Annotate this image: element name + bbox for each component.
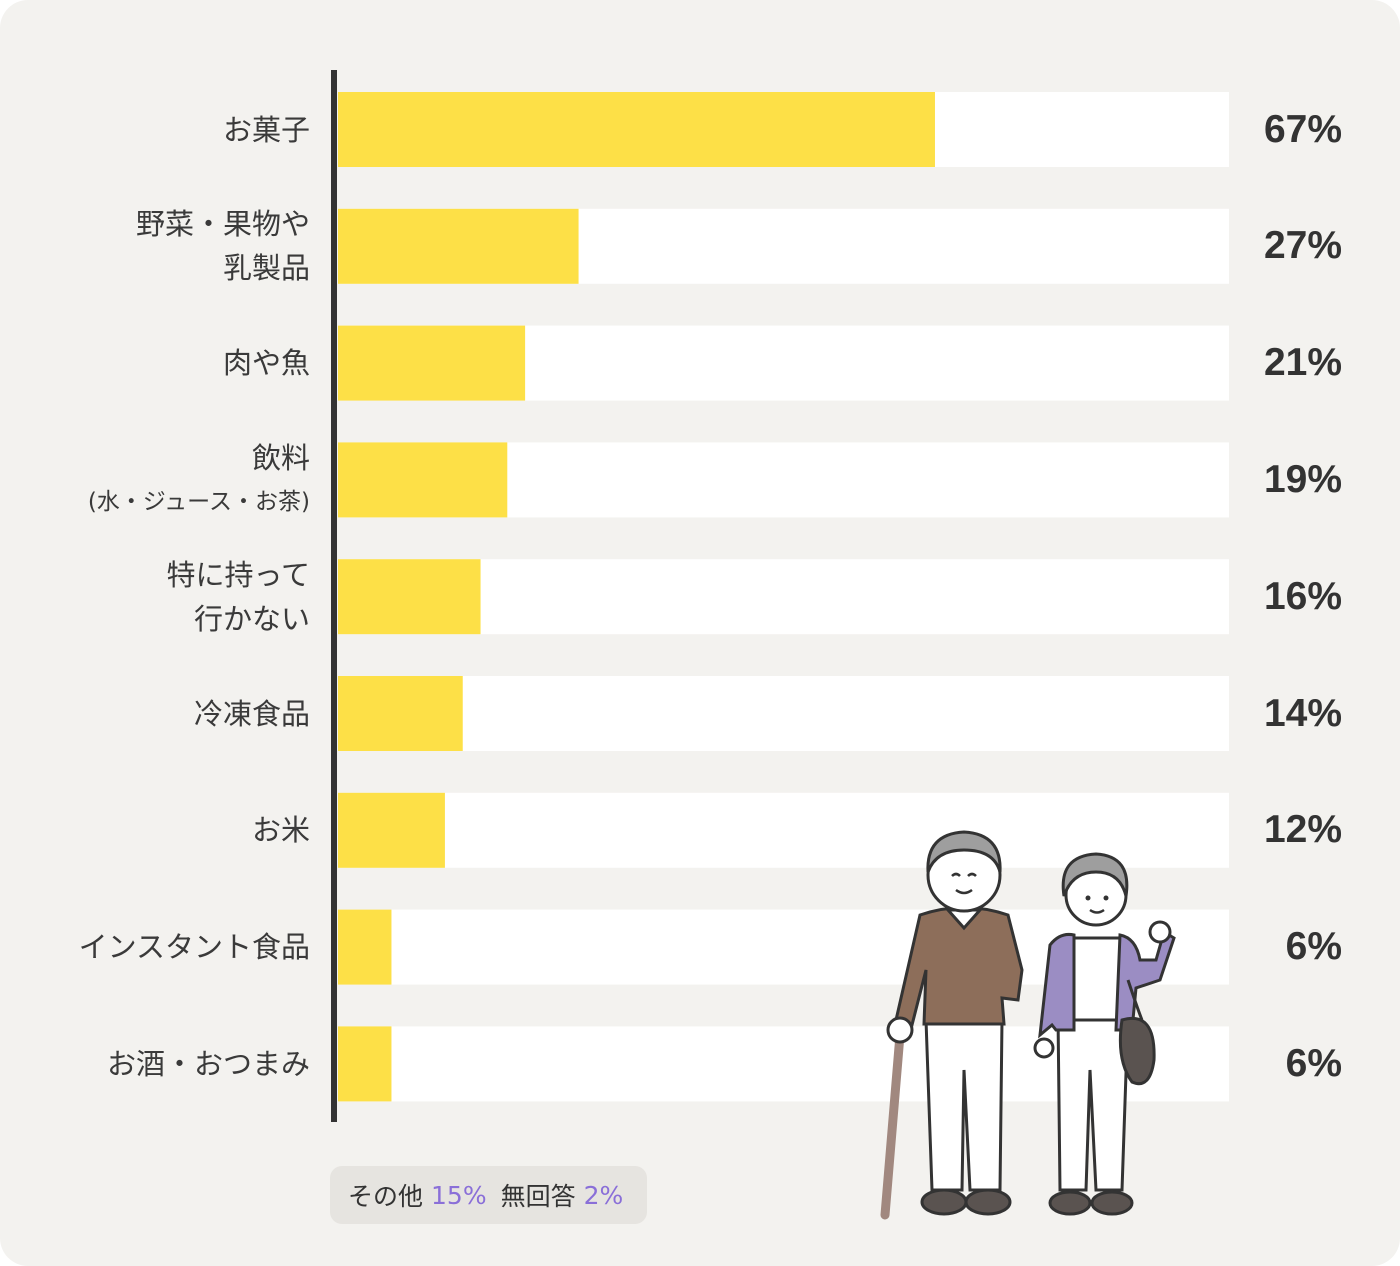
bar-track — [338, 676, 1229, 751]
category-label-line: 肉や魚 — [222, 346, 310, 381]
category-label: お酒・おつまみ — [10, 1042, 310, 1086]
category-label: お菓子 — [10, 108, 310, 152]
category-label-line: お菓子 — [222, 112, 310, 147]
category-label: インスタント食品 — [10, 925, 310, 969]
bar — [338, 325, 526, 401]
category-label-line: 野菜・果物や — [135, 207, 310, 242]
value-label: 27% — [1263, 224, 1342, 268]
bar — [338, 792, 445, 868]
bar — [338, 559, 481, 635]
value-label: 67% — [1263, 107, 1342, 151]
bar — [338, 208, 579, 284]
bar — [338, 1026, 392, 1102]
bar — [338, 676, 463, 751]
elderly-couple-icon — [880, 830, 1176, 1220]
value-label: 12% — [1263, 808, 1342, 852]
value-label: 14% — [1263, 691, 1342, 735]
category-label-line: インスタント食品 — [78, 930, 310, 965]
category-label-line: お米 — [251, 813, 310, 848]
bar — [338, 442, 508, 518]
category-label-line: 冷凍食品 — [193, 696, 310, 731]
bar-track — [338, 559, 1229, 635]
note-other-label: その他 — [348, 1182, 424, 1211]
category-label: 特に持って行かない — [10, 553, 310, 641]
note-other-value: 15% — [431, 1180, 487, 1210]
category-label-line: お酒・おつまみ — [106, 1046, 310, 1081]
category-label: 飲料 (水・ジュース・お茶) — [10, 436, 310, 524]
value-label: 21% — [1263, 341, 1342, 385]
bar — [338, 909, 392, 985]
bar-track — [338, 792, 1229, 868]
value-label: 16% — [1263, 574, 1342, 618]
category-label-line: 特に持って — [166, 557, 310, 592]
value-label: 6% — [1285, 1041, 1342, 1085]
note-box: その他 15% 無回答 2% — [330, 1166, 648, 1224]
category-label: お米 — [10, 808, 310, 852]
category-label: 冷凍食品 — [10, 692, 310, 736]
category-label: 肉や魚 — [10, 341, 310, 385]
note-noanswer-label: 無回答 — [500, 1182, 576, 1211]
category-label: 野菜・果物や乳製品 — [10, 202, 310, 290]
category-label-line: 乳製品 — [222, 251, 310, 286]
category-label-line: 行かない — [193, 601, 310, 636]
category-label-line: 飲料 — [251, 440, 310, 475]
value-label: 6% — [1285, 925, 1342, 969]
category-label-line: (水・ジュース・お茶) — [87, 488, 310, 515]
note-noanswer-value: 2% — [583, 1180, 624, 1210]
bar — [338, 92, 935, 167]
value-label: 19% — [1263, 457, 1342, 501]
